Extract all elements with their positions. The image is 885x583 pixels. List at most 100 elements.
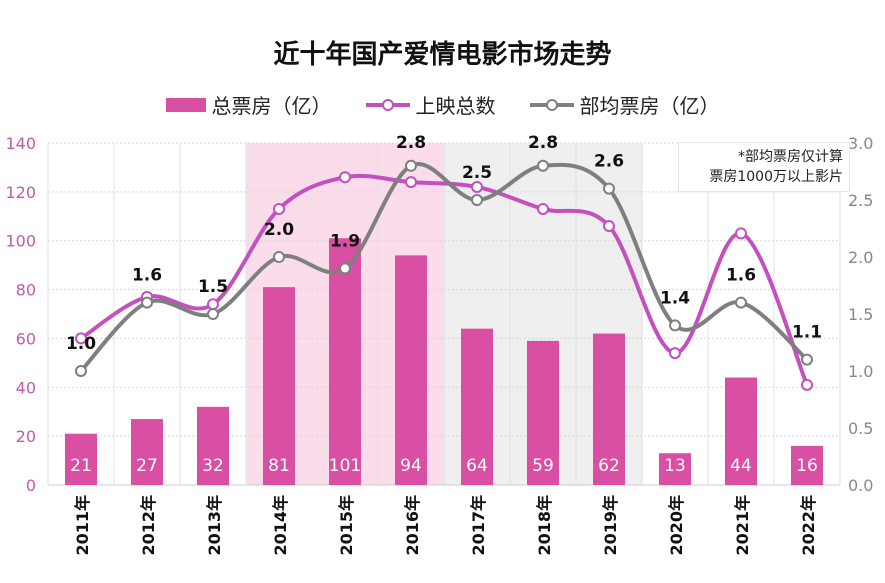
line-point	[735, 227, 747, 240]
chart-title: 近十年国产爱情电影市场走势	[273, 40, 612, 70]
x-axis-tick: 2020年	[667, 495, 686, 556]
x-axis-tick: 2022年	[799, 495, 818, 556]
line-value-label: 1.5	[198, 277, 228, 297]
legend-label: 总票房（亿）	[211, 94, 332, 118]
left-axis-tick: 100	[5, 232, 36, 251]
x-axis-tick: 2015年	[337, 495, 356, 556]
bar	[461, 328, 493, 485]
bar-value-label: 44	[730, 456, 752, 476]
line-point	[801, 353, 813, 366]
right-axis-tick: 1.0	[848, 362, 873, 381]
bar	[395, 255, 427, 485]
legend: 总票房（亿） 上映总数 部均票房（亿）	[0, 90, 885, 119]
bar	[329, 238, 361, 485]
legend-item-release-count: 上映总数	[365, 90, 496, 119]
x-axis-tick: 2013年	[205, 495, 224, 556]
x-axis-tick: 2017年	[469, 495, 488, 556]
x-axis-tick: 2019年	[601, 495, 620, 556]
bar-swatch-icon	[165, 97, 206, 112]
line-point	[603, 182, 615, 195]
legend-item-total-box-office: 总票房（亿）	[165, 90, 332, 119]
line-point	[273, 251, 285, 263]
legend-label: 部均票房（亿）	[579, 94, 720, 118]
left-axis-tick: 60	[16, 329, 36, 348]
line-point	[471, 194, 483, 206]
line-value-label: 1.6	[726, 266, 756, 286]
line-point	[669, 347, 681, 360]
line-point	[339, 262, 351, 275]
x-axis-tick: 2011年	[73, 495, 92, 556]
bar-value-label: 62	[598, 456, 620, 476]
line-value-label: 2.0	[264, 220, 294, 240]
line-point	[603, 220, 615, 233]
bar	[65, 433, 97, 485]
bar-value-label: 94	[400, 456, 422, 476]
left-axis-tick: 20	[16, 427, 36, 446]
right-axis-tick: 2.5	[848, 191, 873, 210]
bar-value-label: 32	[202, 456, 224, 476]
line-point	[405, 176, 417, 189]
line-point	[735, 296, 747, 309]
line-value-label: 2.5	[462, 163, 492, 183]
line-point	[273, 202, 285, 215]
line-value-label: 1.9	[330, 231, 360, 251]
bar	[725, 377, 757, 485]
bar	[791, 445, 823, 485]
left-axis-tick: 120	[5, 183, 36, 202]
line-point	[207, 298, 219, 311]
line-point	[339, 171, 351, 184]
line-point	[141, 296, 153, 309]
footnote: *部均票房仅计算 票房1000万以上影片	[678, 142, 850, 192]
line-value-label: 1.4	[660, 288, 690, 308]
line-point	[537, 202, 549, 215]
line-value-label: 2.8	[396, 133, 426, 153]
line-point	[669, 319, 681, 332]
line-point	[537, 159, 549, 172]
bar-value-label: 21	[70, 456, 92, 476]
bar-value-label: 16	[796, 456, 818, 476]
right-axis-tick: 2.0	[848, 248, 873, 267]
x-axis-tick: 2018年	[535, 495, 554, 556]
bar-value-label: 13	[664, 456, 686, 476]
line-marker-icon	[529, 98, 574, 111]
left-axis-tick: 140	[5, 134, 36, 153]
right-axis-tick: 0.5	[848, 419, 873, 438]
right-axis-tick: 0.0	[848, 476, 873, 495]
bar-value-label: 27	[136, 456, 158, 476]
left-axis-tick: 80	[16, 281, 36, 300]
bar-value-label: 101	[329, 456, 361, 476]
x-axis-tick: 2012年	[139, 495, 158, 556]
bar-value-label: 81	[268, 456, 290, 476]
line-point	[75, 365, 87, 377]
line-point	[801, 378, 813, 391]
line-value-label: 1.0	[66, 334, 96, 354]
bar	[593, 333, 625, 485]
line-point	[405, 159, 417, 172]
line-value-label: 2.8	[528, 133, 558, 153]
line-marker-icon	[365, 98, 410, 111]
bar	[263, 287, 295, 485]
legend-label: 上映总数	[415, 94, 496, 118]
bar	[197, 406, 229, 485]
left-axis-tick: 0	[26, 476, 36, 495]
bar-value-label: 59	[532, 456, 554, 476]
x-axis-tick: 2014年	[271, 495, 290, 556]
legend-item-avg-box-office: 部均票房（亿）	[529, 90, 720, 119]
bar	[527, 340, 559, 485]
left-axis-tick: 40	[16, 378, 36, 397]
line-point	[471, 180, 483, 193]
line-value-label: 1.1	[792, 323, 822, 343]
note-line: *部均票房仅计算	[738, 149, 843, 165]
x-axis-tick: 2016年	[403, 495, 422, 556]
line-point	[207, 308, 219, 320]
x-axis-tick: 2021年	[733, 495, 752, 556]
line-value-label: 2.6	[594, 152, 624, 172]
note-line: 票房1000万以上影片	[709, 169, 843, 185]
right-axis-tick: 3.0	[848, 134, 873, 153]
bar-value-label: 64	[466, 456, 488, 476]
right-axis-tick: 1.5	[848, 305, 873, 324]
line-value-label: 1.6	[132, 266, 162, 286]
bar	[659, 453, 691, 485]
